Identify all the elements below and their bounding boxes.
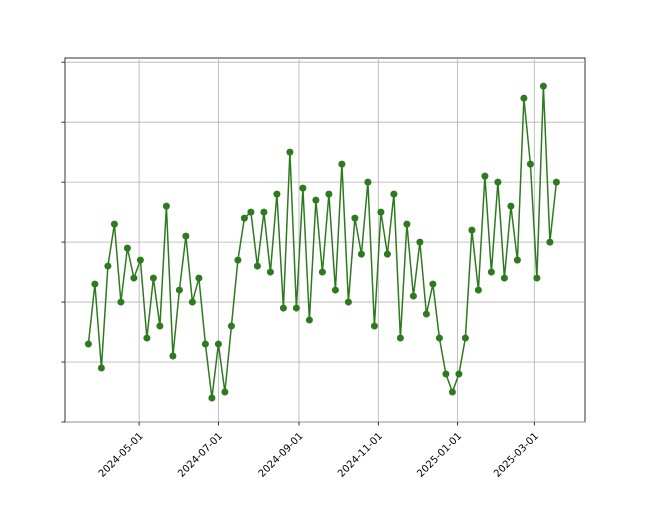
marker: [500, 274, 508, 282]
marker: [513, 256, 521, 264]
marker: [318, 268, 326, 276]
marker: [97, 364, 105, 372]
marker: [533, 274, 541, 282]
marker: [286, 148, 294, 156]
marker: [383, 250, 391, 258]
marker: [221, 388, 229, 396]
marker: [260, 208, 268, 216]
marker: [325, 190, 333, 198]
marker: [136, 256, 144, 264]
marker: [422, 310, 430, 318]
marker: [481, 172, 489, 180]
marker: [110, 220, 118, 228]
marker: [169, 352, 177, 360]
marker: [201, 340, 209, 348]
x-tick-label: 2025-03-01: [492, 431, 541, 480]
marker: [461, 334, 469, 342]
marker: [364, 178, 372, 186]
marker: [247, 208, 255, 216]
marker: [429, 280, 437, 288]
marker: [156, 322, 164, 330]
marker: [338, 160, 346, 168]
marker: [435, 334, 443, 342]
marker: [273, 190, 281, 198]
marker: [409, 292, 417, 300]
marker: [526, 160, 534, 168]
marker: [455, 370, 463, 378]
marker: [104, 262, 112, 270]
marker: [299, 184, 307, 192]
marker: [520, 94, 528, 102]
marker: [240, 214, 248, 222]
marker: [507, 202, 515, 210]
marker: [539, 82, 547, 90]
marker: [279, 304, 287, 312]
marker: [546, 238, 554, 246]
marker: [552, 178, 560, 186]
marker: [266, 268, 274, 276]
x-tick-label: 2024-09-01: [257, 431, 306, 480]
marker: [370, 322, 378, 330]
marker: [149, 274, 157, 282]
marker: [442, 370, 450, 378]
marker: [162, 202, 170, 210]
marker: [182, 232, 190, 240]
marker: [487, 268, 495, 276]
marker: [234, 256, 242, 264]
marker: [377, 208, 385, 216]
marker: [130, 274, 138, 282]
marker: [253, 262, 261, 270]
marker: [195, 274, 203, 282]
marker: [403, 220, 411, 228]
marker: [351, 214, 359, 222]
marker: [357, 250, 365, 258]
marker: [175, 286, 183, 294]
marker: [208, 394, 216, 402]
x-tick-label: 2024-05-01: [97, 431, 146, 480]
marker: [143, 334, 151, 342]
marker: [123, 244, 131, 252]
marker: [331, 286, 339, 294]
marker: [312, 196, 320, 204]
marker: [84, 340, 92, 348]
marker: [468, 226, 476, 234]
marker: [305, 316, 313, 324]
x-tick-label: 2024-11-01: [336, 431, 385, 480]
marker: [448, 388, 456, 396]
marker: [344, 298, 352, 306]
marker: [396, 334, 404, 342]
x-tick-label: 2024-07-01: [176, 431, 225, 480]
marker: [188, 298, 196, 306]
marker: [494, 178, 502, 186]
marker: [117, 298, 125, 306]
marker: [91, 280, 99, 288]
marker: [214, 340, 222, 348]
marker: [227, 322, 235, 330]
marker: [292, 304, 300, 312]
marker: [390, 190, 398, 198]
marker: [416, 238, 424, 246]
marker: [474, 286, 482, 294]
x-tick-label: 2025-01-01: [415, 431, 464, 480]
